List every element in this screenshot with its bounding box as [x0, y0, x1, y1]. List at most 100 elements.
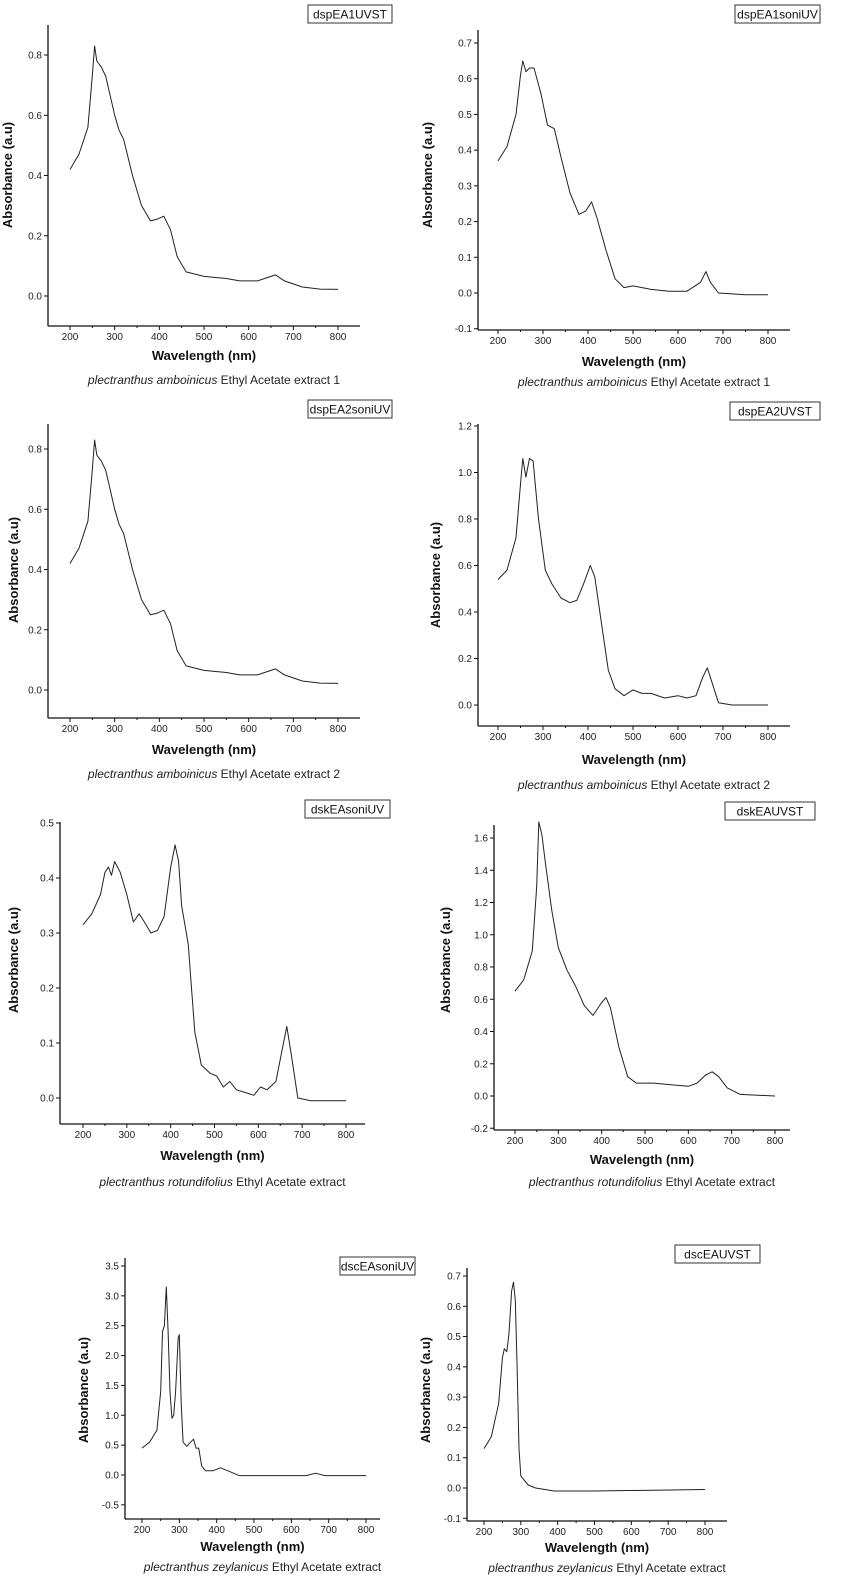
y-tick-label: 1.5 [105, 1381, 119, 1392]
panel-caption: plectranthus amboinicus Ethyl Acetate ex… [87, 373, 340, 387]
y-tick-label: 3.0 [105, 1291, 119, 1302]
y-tick-label: 1.6 [474, 834, 488, 845]
x-tick-label: 300 [118, 1130, 135, 1141]
y-tick-label: -0.1 [444, 1514, 462, 1525]
y-tick-label: 0.1 [447, 1453, 461, 1464]
y-axis-label: Absorbance (a.u) [76, 1337, 91, 1443]
y-axis-label: Absorbance (a.u) [6, 907, 21, 1013]
x-tick-label: 500 [625, 336, 642, 347]
y-tick-label: 0.6 [458, 561, 472, 572]
y-tick-label: 1.2 [474, 898, 488, 909]
x-tick-label: 400 [580, 336, 597, 347]
spectrum-panel-5: 200 300 400 500 600 700 800 0.0 0.1 0.2 0.3 0.4 0.5 d… [6, 799, 391, 1189]
spectrum-panel-6: 200 300 400 500 600 700 800 -0.2 0.0 0.2 0.4 0.6 0.8… [438, 801, 816, 1189]
x-tick-label: 600 [240, 724, 257, 735]
y-tick-label: -0.5 [102, 1500, 120, 1511]
y-tick-label: 0.0 [458, 701, 472, 712]
y-tick-label: 0.2 [28, 625, 42, 636]
y-axis-label: Absorbance (a.u) [0, 122, 15, 228]
y-tick-label: -0.1 [455, 324, 473, 335]
x-tick-label: 300 [512, 1527, 529, 1538]
spectrum-panel-1: 200 300 400 500 600 700 800 0.0 0.2 0.4 0.6 0.8 dspE… [0, 4, 393, 387]
caption-extract: Ethyl Acetate extract [269, 1560, 382, 1574]
y-tick-label: 1.4 [474, 866, 488, 877]
x-tick-label: 200 [490, 336, 507, 347]
y-axis-label: Absorbance (a.u) [438, 907, 453, 1013]
x-tick-label: 400 [151, 724, 168, 735]
x-tick-label: 300 [171, 1525, 188, 1536]
y-tick-label: 0.7 [447, 1272, 461, 1283]
x-tick-label: 700 [285, 332, 302, 343]
legend-label: dscEAsoniUV [341, 1260, 414, 1274]
y-tick-label: 0.4 [458, 608, 472, 619]
panel-caption: plectranthus rotundifolius Ethyl Acetate… [528, 1175, 776, 1189]
x-tick-label: 800 [330, 332, 347, 343]
caption-species: plectranthus zeylanicus [487, 1561, 613, 1575]
y-tick-label: 0.1 [40, 1039, 54, 1050]
x-tick-label: 200 [62, 332, 79, 343]
caption-extract: Ethyl Acetate extract 1 [217, 373, 340, 387]
y-tick-label: 2.5 [105, 1321, 119, 1332]
x-tick-label: 300 [535, 732, 552, 743]
legend-box [734, 4, 821, 24]
x-axis-label: Wavelength (nm) [200, 1539, 304, 1554]
x-tick-label: 300 [106, 332, 123, 343]
x-tick-label: 700 [723, 1136, 740, 1147]
y-tick-label: 2.0 [105, 1351, 119, 1362]
x-tick-label: 500 [196, 332, 213, 343]
absorbance-curve [69, 45, 339, 290]
x-tick-label: 500 [246, 1525, 263, 1536]
spectrum-panel-4: 200 300 400 500 600 700 800 0.0 0.2 0.4 0.6 0.8 1.0 1… [428, 401, 821, 792]
y-tick-label: 0.6 [474, 995, 488, 1006]
x-tick-label: 200 [476, 1527, 493, 1538]
y-axis-label: Absorbance (a.u) [6, 517, 21, 623]
legend-label: dspEA1soniUV [737, 8, 818, 22]
y-tick-label: 0.8 [28, 445, 42, 456]
absorbance-curve [497, 458, 768, 706]
y-tick-label: 0.2 [28, 231, 42, 242]
x-tick-label: 800 [358, 1525, 375, 1536]
x-tick-label: 200 [507, 1136, 524, 1147]
legend-box [339, 1256, 416, 1276]
x-tick-label: 600 [240, 332, 257, 343]
x-axis-label: Wavelength (nm) [545, 1540, 649, 1555]
legend-box [307, 4, 393, 24]
legend-label: dscEAUVST [684, 1248, 751, 1262]
y-tick-label: 1.0 [105, 1411, 119, 1422]
x-tick-label: 400 [593, 1136, 610, 1147]
y-tick-label: 0.8 [474, 963, 488, 974]
y-tick-label: 1.0 [458, 468, 472, 479]
x-tick-label: 400 [580, 732, 597, 743]
x-tick-label: 400 [151, 332, 168, 343]
y-tick-label: 0.4 [40, 874, 54, 885]
x-tick-label: 800 [338, 1130, 355, 1141]
y-tick-label: 0.2 [40, 984, 54, 995]
y-tick-label: 0.5 [458, 110, 472, 121]
legend-box [674, 1244, 761, 1264]
absorbance-curve [514, 821, 776, 1097]
x-tick-label: 200 [62, 724, 79, 735]
y-tick-label: 0.0 [28, 686, 42, 697]
y-tick-label: 0.5 [447, 1332, 461, 1343]
legend-label: dskEAsoniUV [311, 803, 384, 817]
y-tick-label: 0.8 [458, 515, 472, 526]
x-tick-label: 500 [586, 1527, 603, 1538]
y-tick-label: 0.0 [458, 289, 472, 300]
panel-caption: plectranthus zeylanicus Ethyl Acetate ex… [143, 1560, 382, 1574]
x-tick-label: 800 [330, 724, 347, 735]
x-axis-label: Wavelength (nm) [582, 354, 686, 369]
y-tick-label: 0.4 [474, 1027, 488, 1038]
x-tick-label: 600 [670, 336, 687, 347]
y-tick-label: 0.4 [28, 565, 42, 576]
x-tick-label: 200 [490, 732, 507, 743]
caption-extract: Ethyl Acetate extract 2 [647, 778, 770, 792]
y-tick-label: 0.0 [474, 1092, 488, 1103]
x-tick-label: 700 [285, 724, 302, 735]
y-axis-label: Absorbance (a.u) [420, 122, 435, 228]
x-tick-label: 700 [660, 1527, 677, 1538]
x-tick-label: 200 [75, 1130, 92, 1141]
x-tick-label: 700 [715, 336, 732, 347]
panel-caption: plectranthus amboinicus Ethyl Acetate ex… [517, 778, 770, 792]
x-tick-label: 700 [294, 1130, 311, 1141]
